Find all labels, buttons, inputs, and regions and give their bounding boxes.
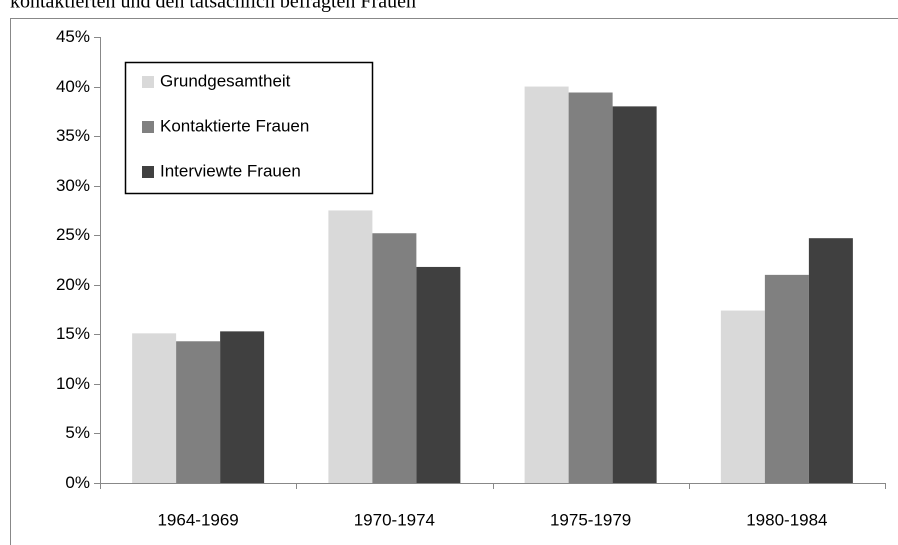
bar bbox=[176, 341, 221, 483]
legend-label: Interviewte Frauen bbox=[160, 161, 301, 180]
bar bbox=[612, 106, 657, 483]
x-tick-label: 1980-1984 bbox=[746, 510, 827, 529]
bar bbox=[764, 274, 809, 483]
bar bbox=[132, 333, 177, 483]
y-tick-label: 45% bbox=[56, 27, 90, 46]
legend-label: Grundgesamtheit bbox=[160, 71, 291, 90]
bar bbox=[328, 210, 373, 483]
y-tick-label: 5% bbox=[65, 423, 90, 442]
legend-swatch bbox=[142, 121, 154, 133]
y-tick-label: 0% bbox=[65, 473, 90, 492]
x-tick-label: 1964-1969 bbox=[157, 510, 238, 529]
bar bbox=[416, 266, 461, 483]
y-tick-label: 30% bbox=[56, 176, 90, 195]
y-tick-label: 10% bbox=[56, 374, 90, 393]
y-tick-label: 25% bbox=[56, 225, 90, 244]
legend-swatch bbox=[142, 166, 154, 178]
bar bbox=[220, 331, 265, 483]
chart-frame bbox=[10, 18, 898, 545]
bar bbox=[524, 86, 569, 484]
chart-title: kontaktierten und den tatsächlich befrag… bbox=[10, 0, 416, 13]
bar bbox=[568, 92, 613, 483]
y-tick-label: 40% bbox=[56, 77, 90, 96]
x-tick-label: 1975-1979 bbox=[550, 510, 631, 529]
bar bbox=[372, 233, 417, 483]
legend-label: Kontaktierte Frauen bbox=[160, 116, 309, 135]
y-tick-label: 15% bbox=[56, 324, 90, 343]
bar bbox=[720, 310, 765, 483]
bar bbox=[808, 238, 853, 483]
y-tick-label: 20% bbox=[56, 275, 90, 294]
legend-box bbox=[124, 61, 374, 195]
x-tick-label: 1970-1974 bbox=[354, 510, 435, 529]
legend-swatch bbox=[142, 76, 154, 88]
y-tick-label: 35% bbox=[56, 126, 90, 145]
